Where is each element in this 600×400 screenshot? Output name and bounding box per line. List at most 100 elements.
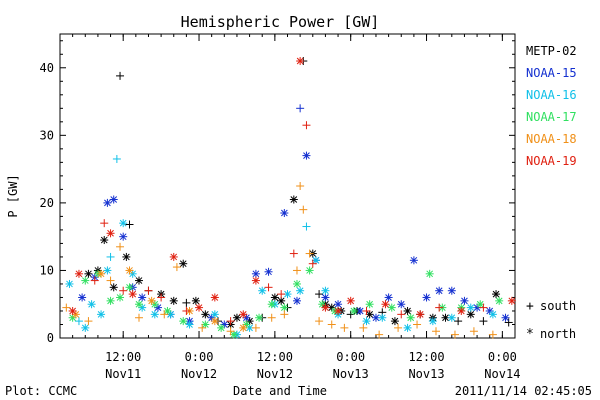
marker-legend-symbol: +: [526, 299, 534, 314]
legend: METP-02 NOAA-15 NOAA-16 NOAA-17 NOAA-18 NOAA-…: [526, 44, 577, 342]
data-point-noaa-15: [460, 296, 469, 305]
data-point-noaa-16: [106, 252, 115, 261]
data-point-noaa-19: [119, 286, 128, 295]
data-point-noaa-17: [201, 320, 210, 329]
data-point-noaa-19: [479, 303, 488, 312]
data-point-noaa-16: [321, 286, 330, 295]
data-point-noaa-18: [226, 327, 235, 336]
data-point-noaa-17: [387, 303, 396, 312]
data-point-noaa-19: [381, 300, 390, 309]
data-point-noaa-19: [128, 290, 137, 299]
data-point-noaa-16: [296, 286, 305, 295]
data-point-noaa-18: [296, 182, 305, 190]
data-point-metp-02: [201, 310, 210, 319]
y-axis-label: P [GW]: [6, 174, 20, 217]
data-point-metp-02: [277, 296, 286, 305]
data-point-noaa-17: [365, 300, 374, 309]
data-point-noaa-17: [305, 266, 314, 275]
data-point-noaa-17: [292, 279, 301, 288]
data-point-noaa-18: [198, 323, 207, 332]
legend-entry: NOAA-15: [526, 66, 577, 80]
data-point-noaa-15: [251, 269, 260, 278]
data-point-metp-02: [232, 313, 241, 322]
data-point-noaa-18: [394, 323, 403, 332]
data-point-noaa-15: [292, 296, 301, 305]
data-point-noaa-19: [106, 229, 115, 238]
data-point-noaa-16: [428, 317, 437, 326]
data-point-noaa-19: [346, 296, 355, 305]
data-point-noaa-15: [422, 293, 431, 302]
data-point-metp-02: [116, 71, 125, 80]
data-point-metp-02: [191, 296, 200, 305]
x-tick-date-label: Nov12: [181, 367, 217, 381]
data-point-noaa-18: [299, 205, 308, 214]
data-point-noaa-15: [264, 267, 273, 276]
legend-entry: NOAA-16: [526, 88, 577, 102]
data-point-noaa-17: [106, 296, 115, 305]
data-point-noaa-18: [359, 323, 368, 332]
data-point-noaa-16: [403, 323, 412, 332]
legend-entry: NOAA-19: [526, 154, 577, 168]
data-point-noaa-19: [507, 296, 516, 305]
chart-title: Hemispheric Power [GW]: [181, 13, 380, 31]
data-point-metp-02: [454, 317, 463, 326]
data-point-noaa-19: [90, 276, 99, 285]
data-point-noaa-15: [296, 104, 305, 113]
data-point-noaa-15: [138, 293, 147, 302]
data-point-noaa-18: [239, 323, 248, 332]
data-point-noaa-16: [103, 266, 112, 275]
data-point-metp-02: [315, 290, 324, 299]
x-tick-date-label: Nov11: [105, 367, 141, 381]
data-point-noaa-15: [435, 286, 444, 295]
data-point-metp-02: [182, 298, 191, 307]
data-point-noaa-16: [65, 279, 74, 288]
axes-group: 0 10 20 30 40 12:00 Nov11 0:00 Nov12 12:00 Nov12 0:…: [40, 34, 520, 381]
data-point-metp-02: [134, 276, 143, 285]
data-point-noaa-16: [150, 310, 159, 319]
data-point-noaa-19: [289, 249, 298, 258]
data-point-noaa-18: [172, 263, 181, 272]
data-point-noaa-15: [109, 195, 118, 204]
x-tick-time-label: 12:00: [105, 350, 141, 364]
data-point-noaa-19: [457, 306, 466, 315]
data-point-noaa-19: [100, 219, 109, 228]
data-point-noaa-19: [296, 57, 305, 66]
data-point-noaa-18: [315, 317, 324, 326]
y-tick-label: 30: [40, 128, 54, 142]
data-point-noaa-16: [112, 154, 121, 163]
x-tick-date-label: Nov13: [333, 367, 369, 381]
data-point-noaa-18: [210, 317, 219, 326]
data-point-noaa-16: [210, 310, 219, 319]
data-point-noaa-16: [447, 313, 456, 322]
data-point-noaa-15: [501, 313, 510, 322]
data-point-noaa-19: [210, 293, 219, 302]
data-point-noaa-18: [432, 327, 441, 336]
y-tick-label: 20: [40, 196, 54, 210]
data-point-noaa-19: [397, 310, 406, 319]
data-point-metp-02: [100, 236, 109, 245]
data-point-noaa-16: [362, 317, 371, 326]
data-point-noaa-19: [169, 252, 178, 261]
data-point-noaa-16: [119, 219, 128, 228]
data-point-noaa-18: [375, 330, 384, 339]
marker-legend-symbol: *: [526, 327, 534, 342]
data-point-noaa-17: [349, 306, 358, 315]
data-point-noaa-19: [251, 276, 260, 285]
marker-legend-label: south: [540, 299, 576, 313]
data-point-metp-02: [390, 317, 399, 326]
x-tick-time-label: 0:00: [336, 350, 365, 364]
data-point-noaa-19: [362, 306, 371, 315]
data-point-noaa-18: [413, 320, 422, 329]
data-point-noaa-18: [340, 323, 349, 332]
data-point-metp-02: [466, 310, 475, 319]
data-point-noaa-17: [217, 323, 226, 332]
data-point-noaa-19: [144, 286, 153, 295]
data-point-noaa-15: [334, 300, 343, 309]
legend-entry: NOAA-18: [526, 132, 577, 146]
data-point-noaa-18: [116, 242, 125, 251]
data-point-metp-02: [365, 310, 374, 319]
data-point-noaa-18: [84, 317, 93, 326]
data-point-noaa-17: [229, 330, 238, 339]
data-point-noaa-18: [125, 266, 134, 275]
